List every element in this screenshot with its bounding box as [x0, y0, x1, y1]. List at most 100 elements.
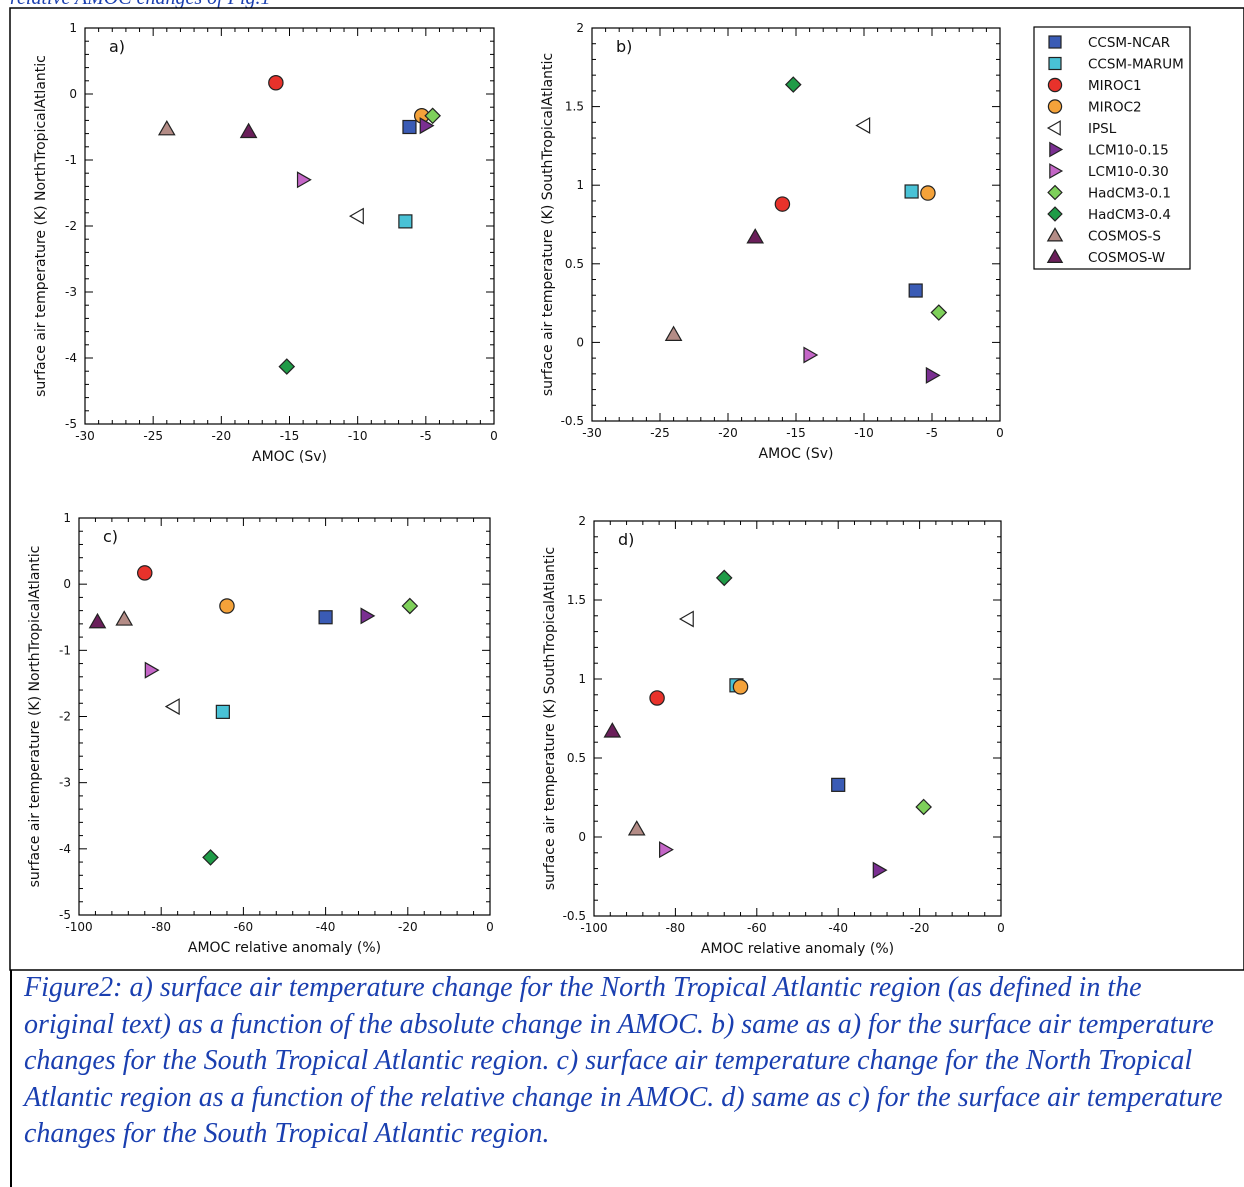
- x-tick-label: -25: [650, 426, 670, 440]
- data-points: [157, 75, 441, 375]
- y-tick-label: -3: [65, 285, 77, 299]
- legend-item-cosmos-w: COSMOS-W: [1046, 248, 1165, 266]
- y-tick-label: -1: [59, 643, 71, 657]
- data-point-ipsl: [164, 698, 180, 716]
- legend-item-ccsm-marum: CCSM-MARUM: [1048, 56, 1184, 73]
- legend-label: LCM10-0.30: [1088, 164, 1169, 180]
- y-tick-label: 1.5: [565, 100, 584, 114]
- legend-marker: [1048, 56, 1062, 71]
- data-point-ipsl: [678, 610, 694, 628]
- legend-label: MIROC2: [1088, 100, 1142, 116]
- y-axis-label: surface air temperature (K) SouthTropica…: [542, 547, 558, 890]
- data-point-cosmos-w: [239, 122, 258, 139]
- data-points: [664, 76, 948, 384]
- y-tick-label: 1: [63, 511, 71, 525]
- data-point-ccsm-marum: [904, 184, 919, 199]
- y-tick-label: -4: [59, 842, 71, 856]
- legend-label: LCM10-0.15: [1088, 143, 1169, 159]
- y-tick-label: 2: [576, 21, 584, 35]
- legend-label: COSMOS-W: [1088, 250, 1165, 266]
- chart-panel-d: -100 -80 -60 -40 -20 0 -0.5 0 0.5 1 1.5 2 AMOC relat…: [542, 514, 1005, 957]
- data-point-hadcm3-0-1: [424, 107, 441, 125]
- legend-marker: [1046, 120, 1061, 136]
- data-points: [88, 565, 419, 866]
- figure-frame: [9, 7, 1244, 971]
- x-tick-label: -100: [65, 920, 92, 934]
- y-tick-label: 1: [576, 178, 584, 192]
- y-axis-label: surface air temperature (K) SouthTropica…: [540, 53, 556, 396]
- x-tick-label: -30: [582, 426, 602, 440]
- data-point-hadcm3-0-4: [784, 76, 802, 93]
- y-tick-label: -0.5: [561, 414, 584, 428]
- legend-item-miroc2: MIROC2: [1047, 99, 1142, 116]
- data-point-lcm10-0-15: [872, 861, 888, 879]
- legend-label: CCSM-NCAR: [1088, 35, 1170, 51]
- legend-label: HadCM3-0.4: [1088, 207, 1171, 223]
- x-tick-label: -80: [666, 921, 686, 935]
- x-tick-label: -40: [828, 921, 848, 935]
- y-tick-label: -5: [65, 417, 77, 431]
- data-point-ccsm-marum: [215, 704, 230, 719]
- y-tick-label: -4: [65, 351, 77, 365]
- data-point-hadcm3-0-1: [915, 798, 932, 816]
- data-point-lcm10-0-30: [144, 661, 160, 679]
- data-point-miroc2: [219, 598, 235, 614]
- data-point-ccsm-ncar: [318, 610, 333, 625]
- legend-marker: [1046, 248, 1064, 263]
- data-point-ipsl: [348, 207, 364, 225]
- x-tick-label: -25: [143, 429, 163, 443]
- chart-panel-c: -100 -80 -60 -40 -20 0 -5 -4 -3 -2 -1 0 1 AMOC relati…: [27, 511, 494, 956]
- y-tick-label: 0.5: [565, 257, 584, 271]
- y-tick-label: 0: [69, 87, 77, 101]
- header-text: relative AMOC changes of Fig.1: [10, 0, 271, 9]
- data-point-miroc2: [920, 185, 936, 201]
- data-point-cosmos-s: [157, 119, 176, 136]
- panel-letter: d): [618, 530, 634, 549]
- legend: CCSM-NCAR CCSM-MARUM MIROC1 MIROC2 IPSL LCM10…: [1033, 26, 1191, 270]
- data-point-ccsm-ncar: [831, 777, 846, 792]
- x-tick-label: -20: [212, 429, 232, 443]
- legend-item-cosmos-s: COSMOS-S: [1046, 227, 1161, 245]
- y-tick-label: -2: [59, 710, 71, 724]
- legend-marker: [1047, 77, 1063, 93]
- data-point-hadcm3-0-4: [202, 849, 219, 866]
- x-tick-label: -30: [75, 429, 95, 443]
- x-tick-label: -80: [151, 920, 171, 934]
- data-point-miroc1: [649, 690, 665, 706]
- data-point-lcm10-0-15: [419, 117, 435, 135]
- data-point-cosmos-w: [88, 612, 107, 629]
- y-tick-label: 1: [578, 672, 586, 686]
- legend-marker: [1047, 206, 1063, 222]
- data-point-miroc1: [774, 196, 791, 212]
- caption-rule: [10, 970, 12, 1187]
- y-tick-label: -0.5: [563, 909, 586, 923]
- x-axis-label: AMOC relative anomaly (%): [188, 940, 381, 956]
- legend-item-lcm10-0-15: LCM10-0.15: [1049, 141, 1169, 159]
- x-tick-label: -40: [316, 920, 336, 934]
- data-point-ccsm-ncar: [402, 119, 417, 135]
- legend-item-hadcm3-0-1: HadCM3-0.1: [1047, 184, 1171, 202]
- x-tick-label: -100: [580, 921, 607, 935]
- panel-letter: c): [103, 527, 118, 546]
- x-tick-label: -20: [718, 426, 738, 440]
- x-tick-label: -20: [910, 921, 930, 935]
- panel-letter: a): [109, 37, 125, 56]
- y-tick-label: -2: [65, 219, 77, 233]
- data-point-cosmos-w: [603, 722, 622, 738]
- data-point-miroc2: [732, 679, 749, 695]
- legend-marker: [1048, 35, 1062, 49]
- x-tick-label: -10: [854, 426, 874, 440]
- y-axis-label: surface air temperature (K) NorthTropica…: [27, 546, 43, 888]
- data-point-hadcm3-0-1: [401, 597, 419, 615]
- data-point-cosmos-w: [746, 228, 765, 244]
- data-point-cosmos-s: [115, 610, 134, 626]
- x-tick-label: -5: [420, 429, 432, 443]
- x-axis-label: AMOC (Sv): [759, 446, 834, 462]
- x-tick-label: -15: [280, 429, 300, 443]
- legend-marker: [1047, 99, 1063, 114]
- legend-item-ipsl: IPSL: [1046, 120, 1117, 137]
- figure-caption: Figure2: a) surface air temperature chan…: [24, 972, 1223, 1149]
- data-point-miroc1: [268, 75, 284, 91]
